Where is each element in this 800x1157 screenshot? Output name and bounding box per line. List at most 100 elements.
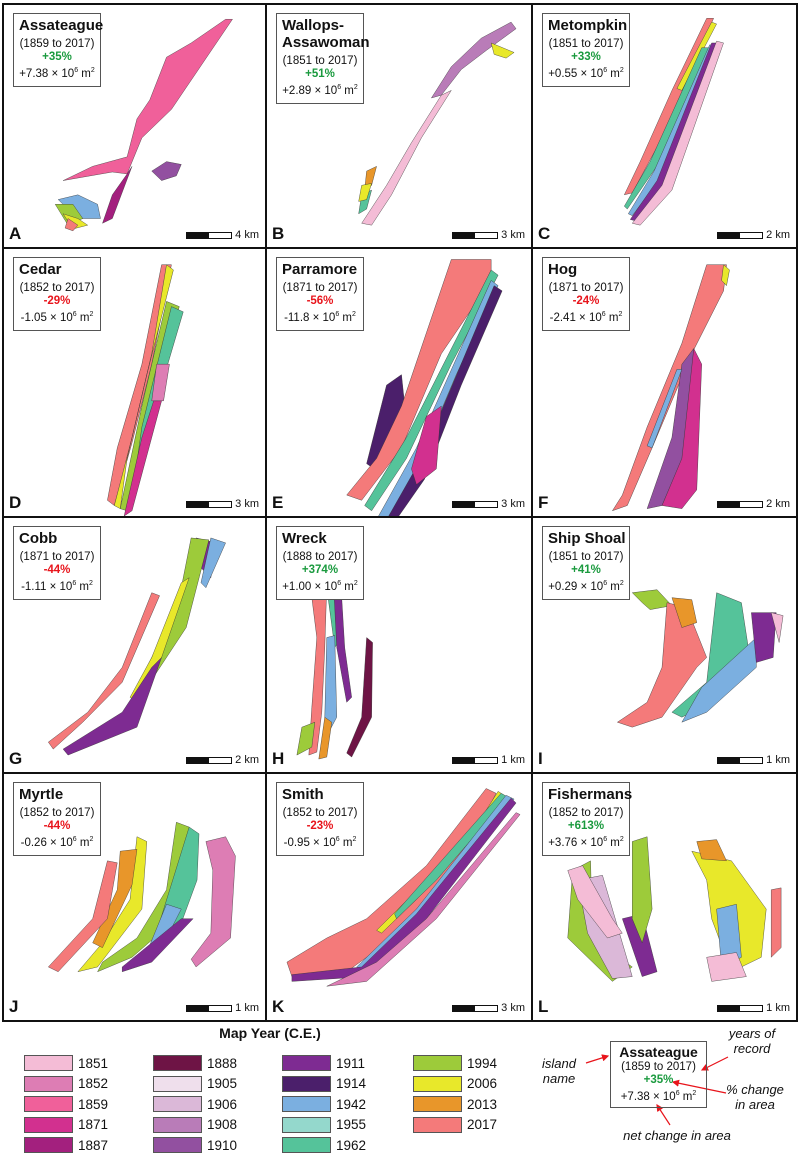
legend-year: 1908 bbox=[207, 1117, 238, 1133]
percent-change: -23% bbox=[306, 820, 334, 832]
scale-label: 1 km bbox=[235, 1002, 259, 1014]
panel-letter: L bbox=[538, 997, 549, 1016]
percent-change: -24% bbox=[572, 295, 600, 307]
legend-swatch bbox=[282, 1055, 331, 1072]
percent-change: +613% bbox=[567, 820, 605, 832]
scale-label: 1 km bbox=[766, 754, 790, 766]
legend-swatch bbox=[24, 1055, 73, 1072]
legend-year: 1887 bbox=[78, 1137, 109, 1153]
scale-label: 1 km bbox=[501, 754, 525, 766]
legend-item: 1888 bbox=[153, 1053, 237, 1074]
scale-bar-graphic bbox=[717, 231, 764, 239]
legend-item: 1887 bbox=[24, 1135, 108, 1156]
island-name: Metompkin bbox=[548, 17, 628, 34]
scale-bar: 3 km bbox=[186, 498, 259, 510]
net-change: -11.8 × 106 m2 bbox=[284, 311, 356, 324]
years-of-record: (1851 to 2017) bbox=[548, 551, 624, 563]
island-panel-a: Assateague (1859 to 2017) +35% +7.38 × 106 … bbox=[4, 5, 267, 249]
island-name: Wallops-Assawoman bbox=[282, 17, 370, 51]
island-name: Myrtle bbox=[19, 786, 64, 803]
legend-item: 1962 bbox=[282, 1135, 366, 1156]
panel-letter: C bbox=[538, 224, 551, 243]
annotation-years: years of record bbox=[728, 1026, 776, 1056]
scale-bar-graphic bbox=[186, 231, 233, 239]
scale-bar-graphic bbox=[452, 756, 499, 764]
legend-swatch bbox=[24, 1075, 73, 1092]
scale-bar-graphic bbox=[717, 1004, 764, 1012]
island-infobox: Metompkin (1851 to 2017) +33% +0.55 × 106 m… bbox=[542, 13, 630, 87]
legend-title: Map Year (C.E.) bbox=[219, 1025, 321, 1041]
scale-label: 3 km bbox=[501, 1002, 525, 1014]
island-infobox: Parramore (1871 to 2017) -56% -11.8 × 106 m… bbox=[276, 257, 364, 331]
legend-item: 1859 bbox=[24, 1094, 108, 1115]
island-name: Smith bbox=[282, 786, 324, 803]
legend-item: 1911 bbox=[282, 1053, 366, 1074]
key-net: +7.38 × 106 m2 bbox=[620, 1090, 697, 1103]
legend-year: 1871 bbox=[78, 1117, 109, 1133]
island-panel-h: Wreck (1888 to 2017) +374% +1.00 × 106 m2 H 1… bbox=[267, 518, 533, 774]
panel-letter: J bbox=[9, 997, 19, 1016]
legend-swatch bbox=[153, 1137, 202, 1154]
island-map-grid: Assateague (1859 to 2017) +35% +7.38 × 106 … bbox=[2, 3, 798, 1022]
scale-bar: 1 km bbox=[717, 754, 790, 766]
legend-year: 2013 bbox=[467, 1096, 498, 1112]
island-map-shape bbox=[623, 18, 724, 226]
island-panel-d: Cedar (1852 to 2017) -29% -1.05 × 106 m2 D 3 … bbox=[4, 249, 267, 518]
years-of-record: (1871 to 2017) bbox=[548, 282, 624, 294]
island-map-shape bbox=[567, 836, 782, 982]
legend-swatch bbox=[24, 1096, 73, 1113]
scale-label: 3 km bbox=[501, 498, 525, 510]
legend-year: 1914 bbox=[336, 1076, 367, 1092]
net-change: +7.38 × 106 m2 bbox=[19, 67, 95, 80]
percent-change: +35% bbox=[42, 51, 72, 63]
legend-swatch bbox=[153, 1096, 202, 1113]
legend-item: 1908 bbox=[153, 1115, 237, 1136]
scale-bar: 4 km bbox=[186, 229, 259, 241]
panel-letter: F bbox=[538, 493, 549, 512]
key-infobox: Assateague (1859 to 2017) +35% +7.38 × 1… bbox=[610, 1041, 707, 1108]
scale-bar: 3 km bbox=[452, 229, 525, 241]
legend-item: 1994 bbox=[413, 1053, 497, 1074]
years-of-record: (1852 to 2017) bbox=[19, 807, 95, 819]
net-change: -0.95 × 106 m2 bbox=[283, 836, 357, 849]
scale-bar-graphic bbox=[452, 1004, 499, 1012]
net-change: +0.55 × 106 m2 bbox=[548, 67, 624, 80]
legend-swatch bbox=[413, 1096, 462, 1113]
scale-label: 2 km bbox=[766, 498, 790, 510]
legend-year: 1851 bbox=[78, 1055, 109, 1071]
legend-year: 1905 bbox=[207, 1076, 238, 1092]
percent-change: +374% bbox=[301, 564, 339, 576]
annotation-pct: % change in area bbox=[726, 1082, 784, 1112]
percent-change: -44% bbox=[43, 820, 71, 832]
years-of-record: (1871 to 2017) bbox=[282, 282, 358, 294]
island-infobox: Cobb (1871 to 2017) -44% -1.11 × 106 m2 bbox=[13, 526, 101, 600]
legend-swatch bbox=[282, 1137, 331, 1154]
panel-letter: K bbox=[272, 997, 285, 1016]
legend-year: 1910 bbox=[207, 1137, 238, 1153]
island-name: Hog bbox=[548, 261, 578, 278]
annotation-island-name: island name bbox=[542, 1056, 576, 1086]
years-of-record: (1871 to 2017) bbox=[19, 551, 95, 563]
island-name: Cedar bbox=[19, 261, 62, 278]
net-change: -2.41 × 106 m2 bbox=[549, 311, 623, 324]
scale-bar-graphic bbox=[717, 756, 764, 764]
island-name: Assateague bbox=[19, 17, 104, 34]
percent-change: -29% bbox=[43, 295, 71, 307]
legend-year: 1906 bbox=[207, 1096, 238, 1112]
years-of-record: (1851 to 2017) bbox=[282, 55, 358, 67]
legend-item: 2017 bbox=[413, 1115, 497, 1136]
island-map-shape bbox=[346, 259, 503, 516]
legend-swatch bbox=[413, 1055, 462, 1072]
legend-year: 2006 bbox=[467, 1076, 498, 1092]
panel-letter: H bbox=[272, 749, 285, 768]
legend-column-3: 1911 1914 1942 1955 1962 bbox=[282, 1053, 366, 1156]
years-of-record: (1852 to 2017) bbox=[19, 282, 95, 294]
island-panel-l: Fishermans (1852 to 2017) +613% +3.76 × 106… bbox=[533, 774, 796, 1020]
island-name: Fishermans bbox=[548, 786, 633, 803]
legend-swatch bbox=[153, 1116, 202, 1133]
legend-swatch bbox=[24, 1137, 73, 1154]
panel-letter: G bbox=[9, 749, 23, 768]
island-panel-i: Ship Shoal (1851 to 2017) +41% +0.29 × 106 … bbox=[533, 518, 796, 774]
legend-column-1: 1851 1852 1859 1871 1887 bbox=[24, 1053, 108, 1156]
scale-bar: 2 km bbox=[717, 498, 790, 510]
